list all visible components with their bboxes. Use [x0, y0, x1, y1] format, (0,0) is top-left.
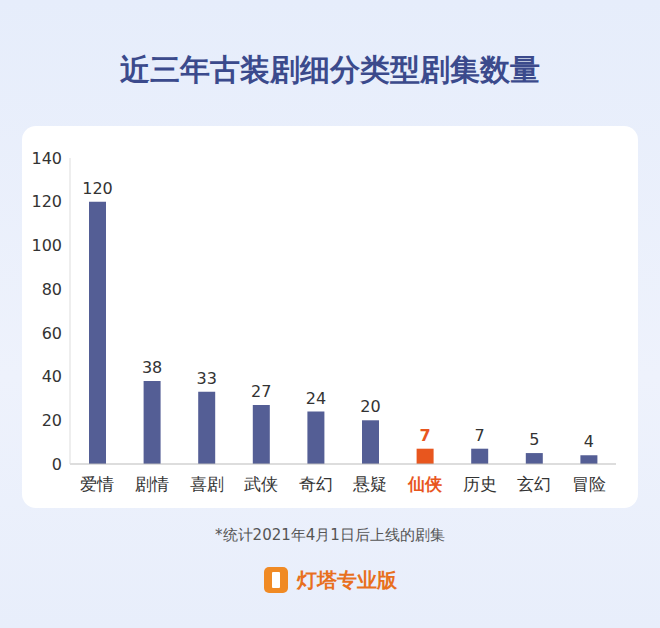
svg-text:历史: 历史	[463, 474, 497, 494]
svg-text:0: 0	[52, 455, 62, 474]
svg-text:奇幻: 奇幻	[299, 474, 333, 494]
html-text:近三年古装剧细分类型剧集数量: 近三年古装剧细分类型剧集数量	[120, 52, 540, 87]
svg-text:4: 4	[584, 432, 594, 451]
svg-text:喜剧: 喜剧	[190, 474, 224, 494]
svg-text:7: 7	[420, 426, 431, 445]
svg-text:剧情: 剧情	[135, 474, 169, 494]
svg-text:20: 20	[360, 397, 380, 416]
svg-text:60: 60	[42, 324, 62, 343]
svg-text:玄幻: 玄幻	[517, 474, 551, 494]
svg-text:24: 24	[306, 389, 326, 408]
svg-text:冒险: 冒险	[572, 474, 606, 494]
svg-text:仙侠: 仙侠	[407, 474, 442, 494]
svg-text:80: 80	[42, 280, 62, 299]
svg-text:20: 20	[42, 411, 62, 430]
svg-text:5: 5	[529, 430, 539, 449]
svg-text:140: 140	[31, 149, 62, 168]
svg-text:悬疑: 悬疑	[352, 474, 387, 494]
svg-text:120: 120	[82, 179, 113, 198]
html-text:*统计2021年4月1日后上线的剧集: *统计2021年4月1日后上线的剧集	[215, 526, 445, 544]
svg-text:爱情: 爱情	[80, 474, 114, 494]
svg-text:120: 120	[31, 192, 62, 211]
svg-text:38: 38	[142, 358, 162, 377]
svg-text:武侠: 武侠	[244, 474, 278, 494]
svg-text:33: 33	[197, 369, 217, 388]
svg-text:7: 7	[475, 426, 485, 445]
html-text:灯塔专业版: 灯塔专业版	[297, 567, 397, 592]
svg-text:100: 100	[31, 236, 62, 255]
svg-text:40: 40	[42, 367, 62, 386]
svg-text:27: 27	[251, 382, 271, 401]
